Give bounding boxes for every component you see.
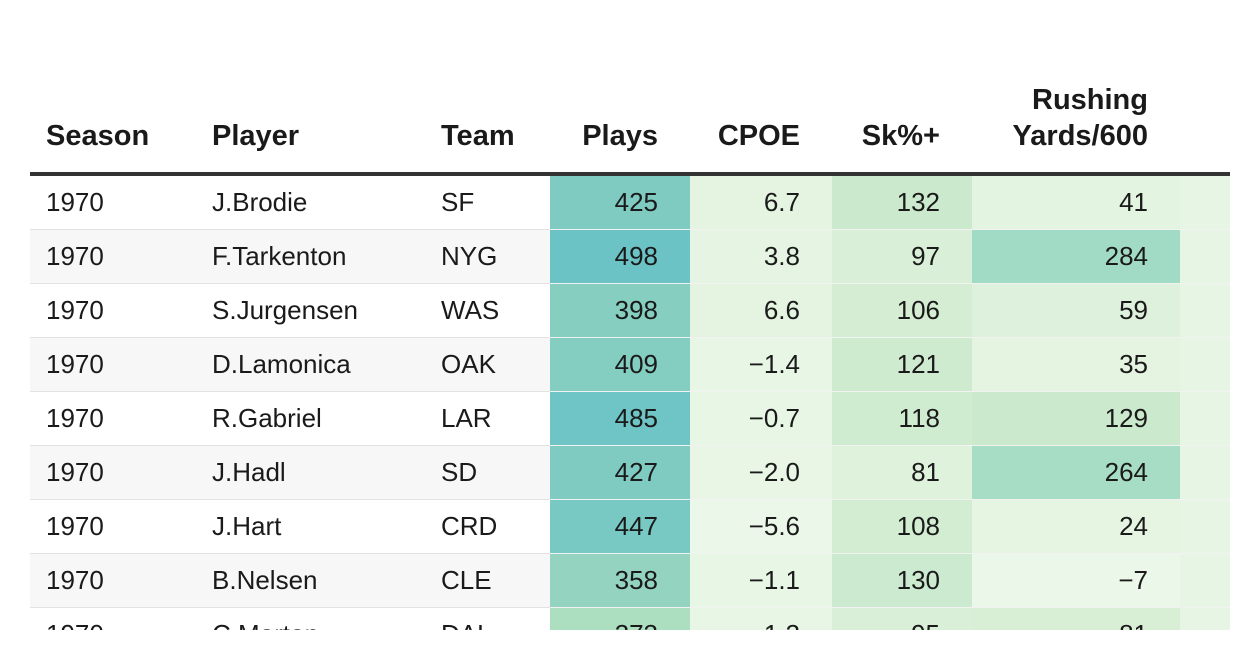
- cell-xa: [1180, 283, 1230, 338]
- table-row[interactable]: 1970 R.Gabriel LAR 485 −0.7 118 129: [30, 391, 1230, 446]
- cell-rush: −7: [972, 553, 1180, 608]
- cell-cpoe: −2.0: [690, 445, 832, 500]
- cell-rush: 59: [972, 283, 1180, 338]
- cell-rush: 35: [972, 337, 1180, 392]
- column-header-plays[interactable]: Plays: [550, 0, 690, 176]
- column-header-label: Plays: [582, 120, 658, 152]
- column-header-label: Season: [46, 120, 150, 152]
- column-header-label: Rushing Yards/600: [1012, 84, 1148, 152]
- table-row[interactable]: 1970 J.Hadl SD 427 −2.0 81 264: [30, 445, 1230, 500]
- column-header-label: Player: [212, 120, 300, 152]
- column-header-label: Team: [441, 120, 515, 152]
- table-row[interactable]: 1970 J.Hart CRD 447 −5.6 108 24: [30, 499, 1230, 554]
- column-header-season[interactable]: Season: [30, 0, 196, 176]
- cell-team: LAR: [425, 391, 550, 446]
- cell-cpoe: −1.4: [690, 337, 832, 392]
- column-header-cpoe[interactable]: CPOE: [690, 0, 832, 176]
- cell-rush: 264: [972, 445, 1180, 500]
- cell-player: D.Lamonica: [196, 337, 425, 392]
- cell-season: 1970: [30, 174, 196, 230]
- cell-sk: 106: [832, 283, 972, 338]
- column-header-label: CPOE: [717, 120, 800, 152]
- cell-season: 1970: [30, 283, 196, 338]
- cell-xa: [1180, 229, 1230, 284]
- column-header-rush[interactable]: Rushing Yards/600: [972, 0, 1180, 176]
- cell-season: 1970: [30, 229, 196, 284]
- cell-player: F.Tarkenton: [196, 229, 425, 284]
- cell-cpoe: 6.6: [690, 283, 832, 338]
- cell-team: SD: [425, 445, 550, 500]
- table-row[interactable]: 1970 D.Lamonica OAK 409 −1.4 121 35: [30, 337, 1230, 392]
- column-header-player[interactable]: Player: [196, 0, 425, 176]
- cell-plays: 273: [550, 607, 690, 630]
- cell-team: WAS: [425, 283, 550, 338]
- cell-season: 1970: [30, 553, 196, 608]
- cell-plays: 425: [550, 174, 690, 230]
- cell-season: 1970: [30, 499, 196, 554]
- cell-cpoe: 3.8: [690, 229, 832, 284]
- cell-xa: [1180, 553, 1230, 608]
- cell-cpoe: 6.7: [690, 174, 832, 230]
- cell-sk: 121: [832, 337, 972, 392]
- cell-player: J.Brodie: [196, 174, 425, 230]
- column-header-team[interactable]: Team: [425, 0, 550, 176]
- cell-team: CRD: [425, 499, 550, 554]
- cell-plays: 398: [550, 283, 690, 338]
- cell-player: J.Hadl: [196, 445, 425, 500]
- cell-season: 1970: [30, 337, 196, 392]
- table-row[interactable]: 1970 B.Nelsen CLE 358 −1.1 130 −7: [30, 553, 1230, 608]
- cell-rush: 24: [972, 499, 1180, 554]
- cell-team: NYG: [425, 229, 550, 284]
- cell-xa: [1180, 337, 1230, 392]
- cell-sk: 118: [832, 391, 972, 446]
- cell-plays: 498: [550, 229, 690, 284]
- cell-plays: 447: [550, 499, 690, 554]
- cell-season: 1970: [30, 607, 196, 630]
- cell-cpoe: −5.6: [690, 499, 832, 554]
- cell-xa: [1180, 607, 1230, 630]
- cell-cpoe: −1.1: [690, 553, 832, 608]
- table-row[interactable]: 1970 S.Jurgensen WAS 398 6.6 106 59: [30, 283, 1230, 338]
- table-viewport: Season Player Team Plays CPOE Sk%+ Rushing Yar…: [30, 0, 1230, 630]
- table-row[interactable]: 1970 F.Tarkenton NYG 498 3.8 97 284: [30, 229, 1230, 284]
- cell-season: 1970: [30, 445, 196, 500]
- cell-season: 1970: [30, 391, 196, 446]
- cell-player: S.Jurgensen: [196, 283, 425, 338]
- cell-xa: [1180, 445, 1230, 500]
- cell-cpoe: −1.2: [690, 607, 832, 630]
- cell-sk: 97: [832, 229, 972, 284]
- cell-team: SF: [425, 174, 550, 230]
- cell-player: J.Hart: [196, 499, 425, 554]
- cell-plays: 358: [550, 553, 690, 608]
- cell-sk: 108: [832, 499, 972, 554]
- cell-rush: 284: [972, 229, 1180, 284]
- cell-sk: 95: [832, 607, 972, 630]
- cell-xa: [1180, 499, 1230, 554]
- cell-plays: 485: [550, 391, 690, 446]
- cell-plays: 427: [550, 445, 690, 500]
- table-header-row: Season Player Team Plays CPOE Sk%+ Rushing Yar…: [30, 0, 1230, 176]
- table-row[interactable]: 1970C.MortonDAL273−1.29581: [30, 607, 1230, 630]
- cell-rush: 129: [972, 391, 1180, 446]
- cell-team: OAK: [425, 337, 550, 392]
- column-header-label: Sk%+: [861, 120, 940, 152]
- table-row[interactable]: 1970 J.Brodie SF 425 6.7 132 41: [30, 174, 1230, 230]
- cell-team: CLE: [425, 553, 550, 608]
- cell-team: DAL: [425, 607, 550, 630]
- cell-player: R.Gabriel: [196, 391, 425, 446]
- column-header-xa[interactable]: x/: [1180, 0, 1230, 176]
- cell-rush: 41: [972, 174, 1180, 230]
- cell-rush: 81: [972, 607, 1180, 630]
- cell-player: B.Nelsen: [196, 553, 425, 608]
- cell-sk: 132: [832, 174, 972, 230]
- cell-xa: [1180, 174, 1230, 230]
- column-header-sk[interactable]: Sk%+: [832, 0, 972, 176]
- cell-player: C.Morton: [196, 607, 425, 630]
- cell-xa: [1180, 391, 1230, 446]
- cell-plays: 409: [550, 337, 690, 392]
- cell-sk: 81: [832, 445, 972, 500]
- cell-sk: 130: [832, 553, 972, 608]
- qb-stats-table: Season Player Team Plays CPOE Sk%+ Rushing Yar…: [30, 0, 1230, 630]
- cell-cpoe: −0.7: [690, 391, 832, 446]
